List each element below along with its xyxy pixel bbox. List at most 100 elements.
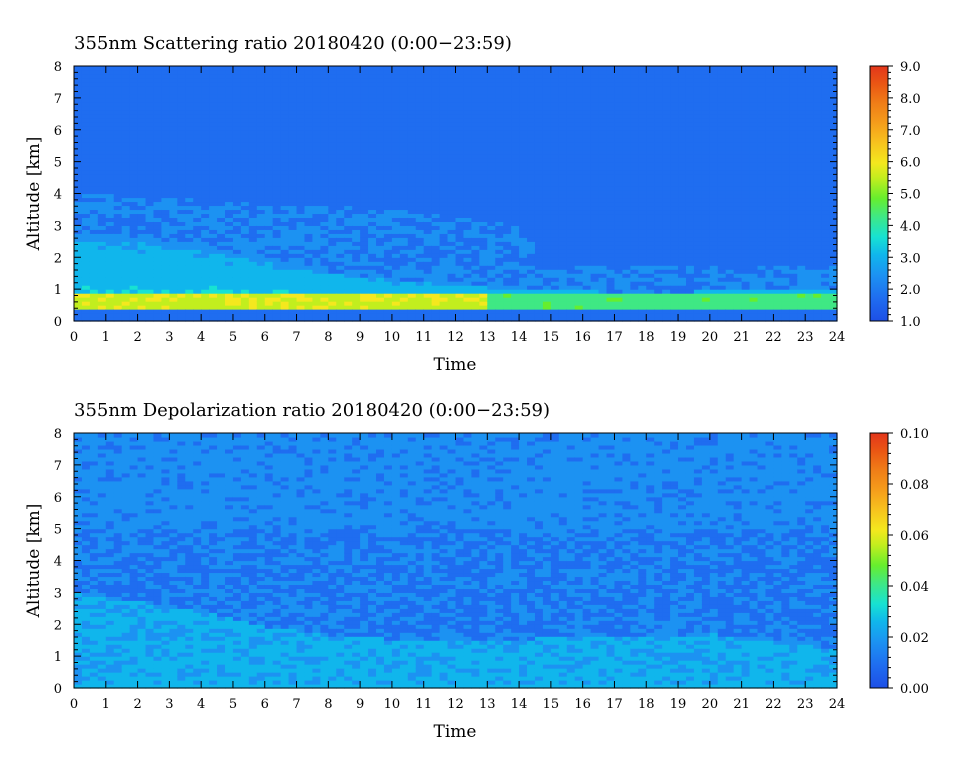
heatmap-cell [121, 173, 131, 179]
heatmap-cell [368, 197, 377, 203]
heatmap-cell [542, 117, 552, 123]
heatmap-cell [105, 269, 115, 274]
heatmap-cell [550, 85, 560, 91]
heatmap-cell [232, 81, 242, 87]
heatmap-cell [169, 105, 178, 111]
heatmap-cell [217, 261, 226, 266]
heatmap-cell [542, 153, 552, 159]
heatmap-cell [201, 233, 210, 238]
heatmap-cell [582, 209, 592, 215]
heatmap-cell [511, 177, 520, 183]
heatmap-cell [352, 229, 361, 234]
heatmap-cell [646, 165, 655, 171]
heatmap-cell [368, 81, 377, 87]
heatmap-cell [81, 153, 91, 159]
heatmap-cell [534, 237, 544, 242]
heatmap-cell [248, 301, 258, 306]
heatmap-cell [240, 289, 250, 294]
heatmap-cell [272, 129, 282, 135]
heatmap-cell [161, 173, 170, 179]
heatmap-cell [304, 77, 314, 83]
heatmap-cell [439, 93, 449, 99]
heatmap-cell [169, 217, 178, 222]
heatmap-cell [383, 145, 393, 151]
heatmap-cell [662, 137, 671, 143]
heatmap-cell [201, 81, 210, 87]
heatmap-cell [646, 285, 655, 290]
heatmap-cell [590, 313, 600, 318]
heatmap-cell [685, 81, 695, 87]
heatmap-cell [185, 253, 194, 258]
heatmap-cell [678, 169, 687, 175]
heatmap-cell [662, 261, 671, 266]
heatmap-cell [399, 237, 409, 242]
heatmap-cell [336, 233, 345, 238]
heatmap-cell [503, 137, 512, 143]
heatmap-cell [360, 241, 369, 246]
heatmap-cell [407, 261, 417, 266]
heatmap-cell [145, 73, 155, 79]
heatmap-cell [169, 149, 178, 155]
heatmap-cell [519, 66, 528, 71]
heatmap-cell [670, 69, 679, 75]
heatmap-cell [320, 69, 329, 75]
heatmap-cell [606, 217, 616, 222]
heatmap-cell [352, 217, 361, 222]
heatmap-cell [376, 157, 385, 163]
heatmap-cell [670, 213, 679, 218]
heatmap-cell [74, 197, 83, 203]
heatmap-cell [566, 66, 576, 71]
heatmap-cell [662, 185, 671, 191]
heatmap-cell [638, 197, 647, 203]
heatmap-cell [217, 66, 226, 71]
heatmap-cell [81, 241, 91, 246]
heatmap-cell [97, 81, 107, 87]
heatmap-cell [360, 121, 369, 127]
heatmap-cell [407, 153, 417, 159]
heatmap-cell [177, 185, 186, 191]
heatmap-cell [344, 201, 353, 207]
heatmap-cell [590, 93, 600, 99]
heatmap-cell [431, 317, 441, 322]
heatmap-cell [487, 245, 496, 250]
heatmap-cell [391, 309, 401, 314]
heatmap-cell [169, 157, 178, 163]
heatmap-cell [566, 213, 576, 218]
heatmap-cell [511, 93, 520, 99]
heatmap-cell [280, 285, 290, 290]
heatmap-cell [177, 193, 186, 199]
heatmap-cell [646, 133, 655, 139]
heatmap-cell [511, 257, 520, 262]
heatmap-cell [383, 89, 393, 95]
heatmap-cell [304, 149, 314, 155]
heatmap-cell [614, 177, 624, 183]
heatmap-cell [534, 301, 544, 306]
heatmap-cell [598, 157, 608, 163]
heatmap-cell [479, 137, 488, 143]
heatmap-cell [209, 237, 218, 242]
heatmap-cell [598, 121, 608, 127]
heatmap-cell [248, 257, 258, 262]
heatmap-cell [264, 257, 274, 262]
heatmap-cell [256, 66, 266, 71]
heatmap-cell [431, 89, 441, 95]
heatmap-cell [678, 81, 687, 87]
heatmap-cell [471, 177, 480, 183]
heatmap-cell [383, 66, 393, 71]
heatmap-cell [622, 113, 631, 119]
heatmap-cell [177, 201, 186, 207]
heatmap-cell [455, 305, 465, 310]
heatmap-cell [217, 221, 226, 226]
heatmap-cell [264, 149, 274, 155]
heatmap-cell [638, 193, 647, 199]
heatmap-cell [455, 105, 465, 111]
heatmap-cell [169, 197, 178, 203]
heatmap-cell [558, 193, 568, 199]
heatmap-cell [654, 209, 663, 215]
heatmap-cell [376, 93, 385, 99]
heatmap-cell [495, 217, 504, 222]
heatmap-cell [582, 165, 592, 171]
heatmap-cell [97, 213, 107, 218]
heatmap-cell [606, 165, 616, 171]
heatmap-cell [217, 165, 226, 171]
